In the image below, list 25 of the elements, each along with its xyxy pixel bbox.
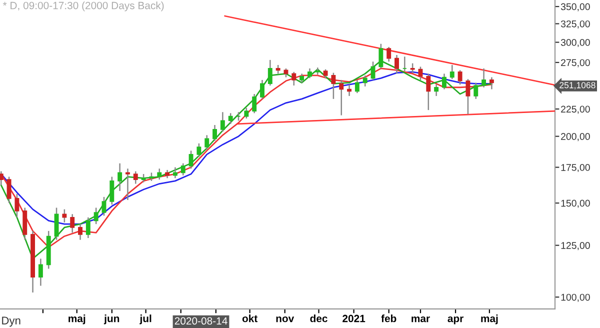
x-tick-label: jun: [104, 314, 120, 324]
x-tick-label: apr: [448, 316, 464, 324]
y-tick-label: 275,00: [561, 59, 590, 68]
x-tick-label: feb: [381, 314, 396, 322]
text: Dyn: [2, 316, 20, 327]
y-tick-label: 175,00: [561, 164, 590, 172]
x-tick-label: maj: [481, 314, 498, 324]
y-tick-label: 350,00: [560, 3, 590, 12]
text: 2020-08-14: [174, 317, 228, 325]
x-tick-label: jul: [140, 314, 152, 324]
y-tick-label: 150,00: [561, 200, 590, 208]
y-tick-label: 125,00: [561, 242, 590, 250]
y-tick-label: 225,00: [561, 106, 590, 114]
x-tick-label: nov: [276, 316, 294, 322]
y-tick-label: 200,00: [561, 133, 590, 142]
y-tick-label: 300,00: [560, 39, 590, 48]
y-tick-label: 325,00: [560, 20, 590, 28]
y-tick-label: 100,00: [561, 294, 590, 302]
x-tick-label: 2021: [342, 314, 366, 322]
text: 251,1068: [560, 82, 596, 90]
x-tick-label: okt: [242, 314, 258, 322]
x-tick-label: maj: [68, 314, 86, 324]
chart-title: * D, 09:00-17:30 (2000 Days Back): [2, 2, 164, 12]
x-tick-label: dec: [310, 314, 328, 322]
x-tick-label: mar: [412, 316, 430, 322]
